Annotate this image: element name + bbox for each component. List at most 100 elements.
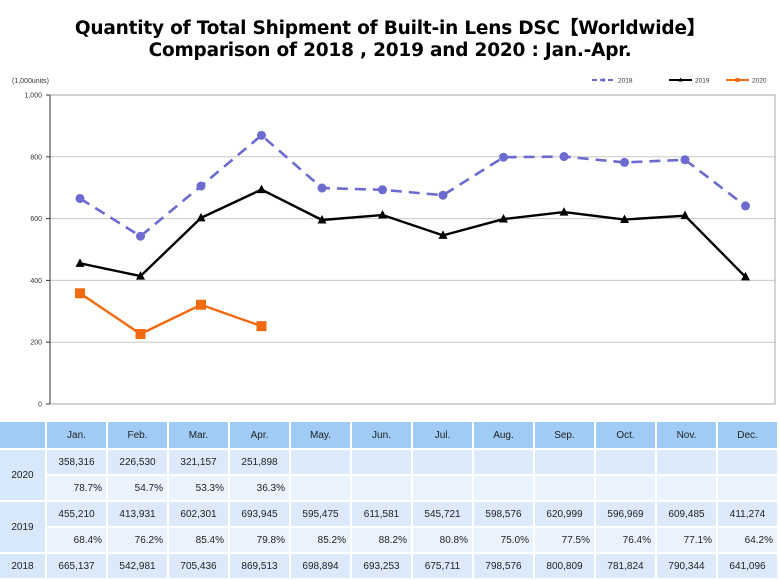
ratio-cell: 85.4% (169, 528, 228, 552)
y-tick-label: 200 (30, 340, 42, 347)
value-cell: 609,485 (657, 502, 716, 526)
legend-item-2020: 2020 (726, 78, 767, 85)
value-cell: 798,576 (474, 554, 533, 578)
y-tick-label: 800 (30, 154, 42, 161)
ratio-cell: 76.2% (108, 528, 167, 552)
value-cell: 705,436 (169, 554, 228, 578)
data-point-2018 (75, 193, 85, 203)
gridlines (50, 156, 775, 343)
data-point-2019 (680, 210, 690, 220)
data-point-2018 (680, 155, 690, 165)
data-point-2019 (378, 210, 387, 219)
value-cell: 596,969 (596, 502, 655, 526)
value-cell (413, 450, 472, 474)
year-label-2018: 2018 (0, 554, 45, 578)
table-row-2018-values: 2018 665,137 542,981 705,436 869,513 698… (0, 554, 777, 578)
data-point-2019 (741, 271, 750, 281)
ratio-cell: 88.2% (352, 528, 411, 552)
value-cell (535, 450, 594, 474)
legend-label: 2020 (752, 78, 767, 85)
ratio-cell: 76.4% (596, 528, 655, 552)
legend-marker (601, 78, 606, 82)
legend-item-2018: 2018 (592, 78, 633, 85)
value-cell: 781,824 (596, 554, 655, 578)
ratio-cell: 36.3% (230, 476, 289, 500)
y-axis-unit-label: (1,000units) (12, 78, 49, 85)
series-line-2018 (79, 134, 747, 238)
legend: 2018 2019 2020 (592, 77, 767, 85)
value-cell (657, 450, 716, 474)
table-row-2019-ratios: 68.4% 76.2% 85.4% 79.8% 85.2% 88.2% 80.8… (0, 528, 777, 552)
value-cell: 620,999 (535, 502, 594, 526)
ratio-cell (291, 476, 350, 500)
data-point-2019 (499, 214, 508, 223)
data-point-2018 (620, 157, 629, 167)
ratio-cell: 77.1% (657, 528, 716, 552)
series-line-2019 (79, 188, 747, 278)
value-cell: 869,513 (230, 554, 289, 578)
value-cell: 251,898 (230, 450, 289, 474)
value-cell (352, 450, 411, 474)
y-tick-label: 0 (38, 402, 42, 409)
data-point-2018 (741, 201, 750, 211)
ratio-cell (352, 476, 411, 500)
data-point-2019 (438, 230, 448, 239)
ratio-cell (718, 476, 777, 500)
value-cell: 790,344 (657, 554, 716, 578)
ratio-cell: 64.2% (718, 528, 777, 552)
data-point-2019 (136, 271, 145, 280)
ratio-cell: 54.7% (108, 476, 167, 500)
legend-marker (735, 78, 740, 82)
month-header: Sep. (535, 422, 594, 448)
month-header: Dec. (718, 422, 777, 448)
data-point-2019 (257, 184, 266, 194)
table-row-2020-ratios: 78.7% 54.7% 53.3% 36.3% (0, 476, 777, 500)
month-header: Jul. (413, 422, 472, 448)
y-axis-ticks: 0 200 400 600 800 1,000 (24, 93, 50, 409)
value-cell (718, 450, 777, 474)
series-2019 (75, 184, 750, 281)
legend-label: 2019 (695, 78, 710, 85)
table-row-2020-values: 2020 358,316 226,530 321,157 251,898 (0, 450, 777, 500)
value-cell: 542,981 (108, 554, 167, 578)
ratio-cell (535, 476, 594, 500)
series-2018 (75, 130, 750, 241)
ratio-cell (596, 476, 655, 500)
value-cell: 413,931 (108, 502, 167, 526)
value-cell: 411,274 (718, 502, 777, 526)
value-cell: 665,137 (47, 554, 106, 578)
table-corner-cell (0, 422, 45, 448)
value-cell: 641,096 (718, 554, 777, 578)
month-header: Feb. (108, 422, 167, 448)
data-point-2018 (196, 181, 206, 191)
value-cell (474, 450, 533, 474)
data-point-2020 (256, 321, 267, 332)
shipment-table: Jan. Feb. Mar. Apr. May. Jun. Jul. Aug. … (0, 420, 779, 580)
value-cell: 358,316 (47, 450, 106, 474)
legend-marker (678, 77, 683, 82)
value-cell: 693,945 (230, 502, 289, 526)
ratio-cell: 75.0% (474, 528, 533, 552)
value-cell: 598,576 (474, 502, 533, 526)
chart-title-line1: Quantity of Total Shipment of Built-in L… (74, 18, 706, 39)
ratio-cell: 80.8% (413, 528, 472, 552)
data-point-2020 (75, 288, 85, 299)
data-point-2020 (196, 299, 206, 310)
data-point-2019 (559, 207, 569, 216)
value-cell: 800,809 (535, 554, 594, 578)
line-chart: (1,000units) 2018 2019 2020 0 200 400 600 800 1… (12, 77, 776, 409)
value-cell: 698,894 (291, 554, 350, 578)
month-header: May. (291, 422, 350, 448)
series-group (75, 130, 750, 340)
y-tick-label: 600 (30, 216, 42, 223)
value-cell: 455,210 (47, 502, 106, 526)
data-point-2018 (136, 231, 145, 241)
ratio-cell: 78.7% (47, 476, 106, 500)
data-point-2019 (75, 258, 85, 267)
month-header: Jan. (47, 422, 106, 448)
month-header: Mar. (169, 422, 228, 448)
data-point-2018 (438, 190, 448, 200)
table-header-row: Jan. Feb. Mar. Apr. May. Jun. Jul. Aug. … (0, 422, 777, 448)
value-cell: 226,530 (108, 450, 167, 474)
year-label-2019: 2019 (0, 502, 45, 552)
